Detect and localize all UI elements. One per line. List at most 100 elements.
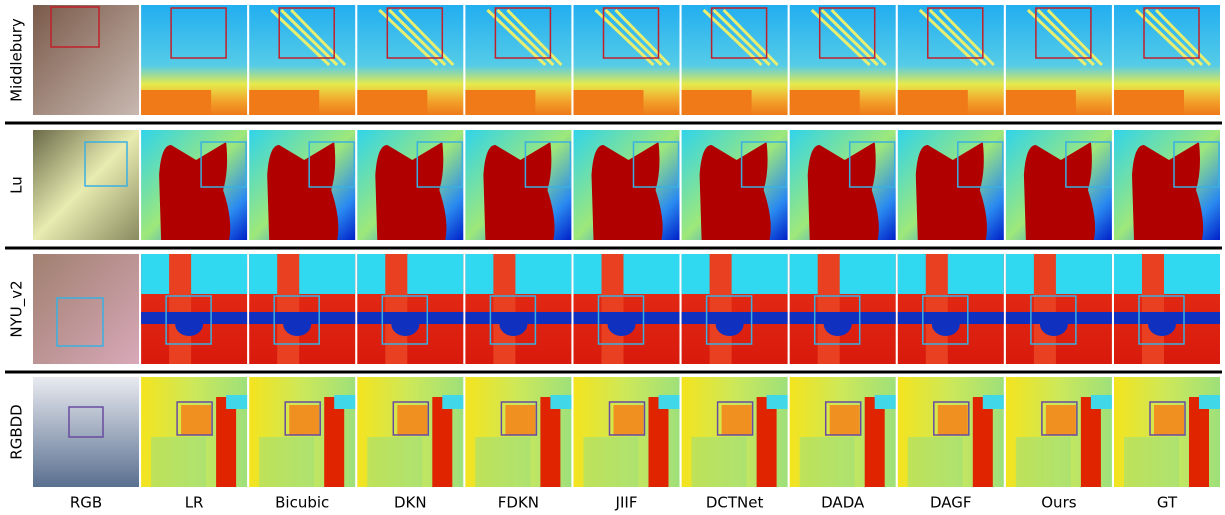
image-tile bbox=[33, 377, 139, 487]
depth-region bbox=[800, 437, 855, 487]
depth-region bbox=[830, 405, 860, 435]
depth-region bbox=[1148, 312, 1176, 336]
depth-region bbox=[493, 254, 515, 364]
depth-region bbox=[324, 397, 344, 487]
depth-region bbox=[659, 395, 680, 409]
depth-region bbox=[1114, 254, 1220, 294]
depth-region bbox=[475, 437, 530, 487]
depth-region bbox=[716, 312, 744, 336]
depth-region bbox=[277, 254, 299, 364]
depth-region bbox=[465, 254, 571, 294]
column-label: LR bbox=[185, 494, 204, 512]
depth-region bbox=[790, 254, 896, 294]
depth-region bbox=[259, 437, 314, 487]
depth-region bbox=[767, 395, 788, 409]
depth-region bbox=[710, 254, 732, 364]
row-label: Lu bbox=[8, 176, 26, 194]
column-label: DAGF bbox=[930, 494, 972, 512]
depth-region bbox=[367, 437, 422, 487]
column-label: JIIF bbox=[615, 494, 638, 512]
depth-region bbox=[1081, 397, 1101, 487]
depth-region bbox=[757, 397, 777, 487]
depth-region bbox=[898, 254, 1004, 294]
depth-region bbox=[391, 312, 419, 336]
depth-region bbox=[1040, 312, 1068, 336]
depth-region bbox=[442, 395, 463, 409]
depth-region bbox=[584, 437, 639, 487]
depth-region bbox=[1189, 397, 1209, 487]
depth-region bbox=[151, 437, 206, 487]
depth-region bbox=[181, 405, 211, 435]
depth-region bbox=[334, 395, 355, 409]
depth-region bbox=[1016, 437, 1071, 487]
depth-region bbox=[249, 90, 319, 115]
depth-region bbox=[499, 312, 527, 336]
depth-region bbox=[818, 254, 840, 364]
depth-region bbox=[540, 397, 560, 487]
depth-region bbox=[226, 395, 247, 409]
depth-region bbox=[898, 90, 968, 115]
depth-region bbox=[465, 90, 535, 115]
depth-region bbox=[1142, 254, 1164, 364]
depth-region bbox=[385, 254, 407, 364]
depth-region bbox=[574, 254, 680, 294]
depth-region bbox=[682, 90, 752, 115]
depth-region bbox=[608, 312, 636, 336]
depth-region bbox=[397, 405, 427, 435]
depth-region bbox=[289, 405, 319, 435]
depth-region bbox=[249, 254, 355, 294]
figure: Middlebury Lu NYU_v2 RGBDD RGB LR Bicubic DKN FD… bbox=[0, 0, 1225, 515]
column-label: RGB bbox=[70, 494, 102, 512]
depth-region bbox=[926, 254, 948, 364]
image-tile bbox=[33, 5, 139, 115]
depth-region bbox=[574, 90, 644, 115]
column-label: Ours bbox=[1041, 494, 1076, 512]
depth-region bbox=[875, 395, 896, 409]
depth-region bbox=[692, 437, 747, 487]
depth-region bbox=[283, 312, 311, 336]
depth-region bbox=[550, 395, 571, 409]
column-label: Bicubic bbox=[275, 494, 329, 512]
image-grid: Middlebury Lu NYU_v2 RGBDD RGB LR Bicubic DKN FD… bbox=[5, 5, 1222, 512]
depth-region bbox=[1006, 90, 1076, 115]
depth-region bbox=[505, 405, 535, 435]
depth-region bbox=[432, 397, 452, 487]
depth-region bbox=[357, 254, 463, 294]
depth-region bbox=[169, 254, 191, 364]
row-label: NYU_v2 bbox=[8, 280, 27, 337]
depth-region bbox=[938, 405, 968, 435]
depth-region bbox=[602, 254, 624, 364]
depth-region bbox=[1006, 254, 1112, 294]
column-label: DCTNet bbox=[706, 494, 764, 512]
depth-region bbox=[1091, 395, 1112, 409]
depth-region bbox=[141, 254, 247, 294]
depth-region bbox=[614, 405, 644, 435]
row-label: Middlebury bbox=[8, 18, 26, 102]
depth-region bbox=[357, 90, 427, 115]
column-label: FDKN bbox=[498, 494, 539, 512]
column-label: DKN bbox=[394, 494, 427, 512]
depth-region bbox=[649, 397, 669, 487]
depth-region bbox=[141, 90, 211, 115]
image-tile bbox=[33, 130, 139, 240]
column-label: DADA bbox=[821, 494, 865, 512]
depth-region bbox=[1114, 90, 1184, 115]
depth-region bbox=[824, 312, 852, 336]
image-tile bbox=[33, 254, 139, 364]
depth-region bbox=[973, 397, 993, 487]
depth-region bbox=[932, 312, 960, 336]
depth-region bbox=[1124, 437, 1179, 487]
depth-region bbox=[908, 437, 963, 487]
depth-region bbox=[1199, 395, 1220, 409]
depth-region bbox=[1046, 405, 1076, 435]
row-label: RGBDD bbox=[8, 404, 26, 459]
depth-region bbox=[983, 395, 1004, 409]
depth-region bbox=[790, 90, 860, 115]
depth-region bbox=[1034, 254, 1056, 364]
depth-region bbox=[1154, 405, 1184, 435]
depth-region bbox=[175, 312, 203, 336]
depth-region bbox=[682, 254, 788, 294]
depth-region bbox=[216, 397, 236, 487]
depth-region bbox=[865, 397, 885, 487]
column-label: GT bbox=[1157, 494, 1178, 512]
